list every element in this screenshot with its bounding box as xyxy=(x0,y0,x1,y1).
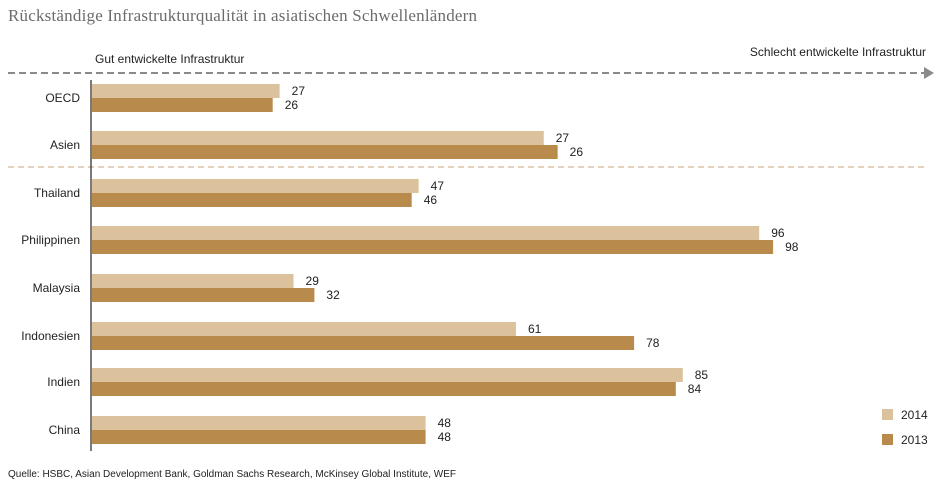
bar-2014 xyxy=(92,84,280,98)
legend-swatch xyxy=(882,409,893,420)
chart-title: Rückständige Infrastrukturqualität in as… xyxy=(8,6,478,25)
bar-2014 xyxy=(92,416,426,430)
data-label: 48 xyxy=(438,416,452,430)
bar-2014 xyxy=(92,368,683,382)
bar-2014 xyxy=(92,322,516,336)
category-label: Thailand xyxy=(34,186,80,200)
category-label: OECD xyxy=(45,91,80,105)
category-label: Indonesien xyxy=(21,329,80,343)
category-label: China xyxy=(49,423,81,437)
bar-2013 xyxy=(92,98,273,112)
axis-right-label: Schlecht entwickelte Infrastruktur xyxy=(749,45,926,59)
data-label: 27 xyxy=(292,84,306,98)
data-label: 29 xyxy=(306,274,320,288)
data-label: 46 xyxy=(424,193,438,207)
data-label: 84 xyxy=(688,382,702,396)
data-label: 98 xyxy=(785,240,799,254)
category-label: Malaysia xyxy=(33,281,81,295)
bar-2013 xyxy=(92,382,676,396)
category-label: Indien xyxy=(47,375,80,389)
bar-2013 xyxy=(92,288,315,302)
source-note: Quelle: HSBC, Asian Development Bank, Go… xyxy=(8,469,456,480)
bar-2013 xyxy=(92,336,635,350)
data-label: 27 xyxy=(556,131,570,145)
axis-left-label: Gut entwickelte Infrastruktur xyxy=(95,52,245,66)
bar-2014 xyxy=(92,179,419,193)
bar-2014 xyxy=(92,131,544,145)
data-label: 78 xyxy=(646,336,660,350)
bar-2013 xyxy=(92,145,558,159)
bar-2014 xyxy=(92,226,760,240)
legend-label: 2014 xyxy=(901,408,928,422)
category-label: Asien xyxy=(50,138,80,152)
bar-2013 xyxy=(92,240,774,254)
bar-2013 xyxy=(92,193,412,207)
data-label: 85 xyxy=(695,368,709,382)
data-label: 48 xyxy=(438,430,452,444)
legend-swatch xyxy=(882,434,893,445)
category-label: Philippinen xyxy=(21,233,80,247)
data-label: 96 xyxy=(771,226,785,240)
arrow-head-icon xyxy=(924,67,934,79)
data-label: 26 xyxy=(570,145,584,159)
data-label: 26 xyxy=(285,98,299,112)
data-label: 47 xyxy=(431,179,445,193)
bar-2013 xyxy=(92,430,426,444)
data-label: 32 xyxy=(326,288,340,302)
bar-2014 xyxy=(92,274,294,288)
data-label: 61 xyxy=(528,322,542,336)
legend-label: 2013 xyxy=(901,433,928,447)
